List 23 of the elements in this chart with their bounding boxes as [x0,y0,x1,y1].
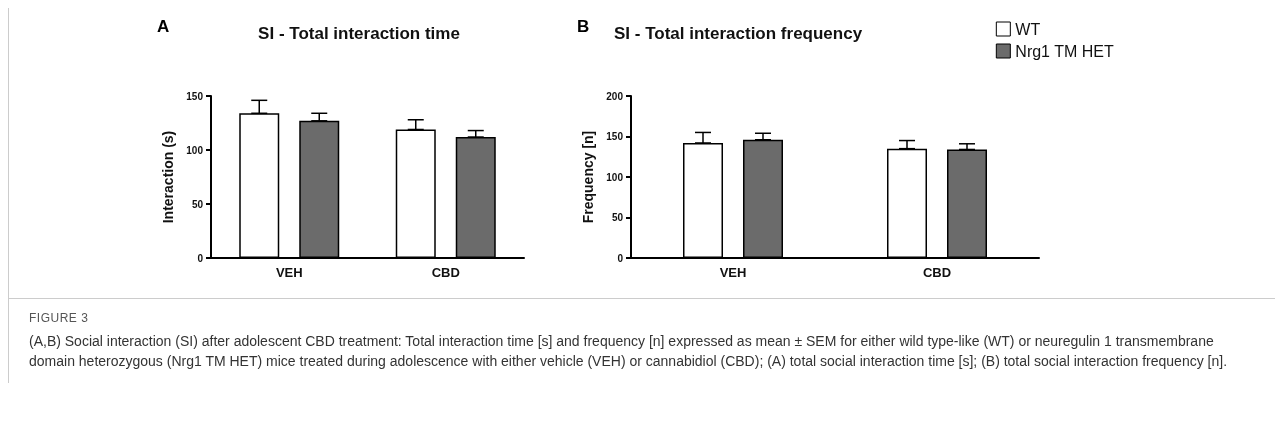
y-tick-label: 100 [606,171,624,183]
x-tick-label: VEH [719,265,747,280]
text: A [157,17,170,36]
y-axis-title: Frequency [n] [580,130,597,224]
y-tick-label: 200 [606,90,624,102]
y-tick-label: 0 [197,252,204,264]
x-tick-label: VEH [275,265,303,280]
y-axis-title: Interaction (s) [160,130,177,224]
chart-title: SI - Total interaction frequency [614,24,863,43]
y-tick-label: 100 [186,144,204,156]
y-tick-label: 150 [186,90,204,102]
x-tick-label: CBD [922,265,952,280]
x-tick-label: CBD [431,265,460,280]
y-tick-label: 50 [611,212,624,223]
y-tick-label: 0 [617,252,624,264]
chart-title: SI - Total interaction time [258,24,460,43]
text: B [577,17,590,36]
y-tick-label: 150 [606,131,624,142]
text: (A,B) Social interaction (SI) after adolescent CBD treatment: Total interaction time [s] and frequency [n] expressed as mean ± SEM for either wild type-like (WT) or neuregulin 1 transmembrane domain heterozygous (Nrg1 TM HET) mice treated during adolescence with either vehicle (VEH) or cannabidiol (CBD); (A) total social interaction time [s]; (B) total social interaction frequency [n]. [29,332,1229,371]
legend-label: Nrg1 TM HET [1015,42,1114,60]
legend-label: WT [1015,20,1041,38]
caption: FIGURE 3 [29,311,90,325]
y-tick-label: 50 [191,198,204,210]
